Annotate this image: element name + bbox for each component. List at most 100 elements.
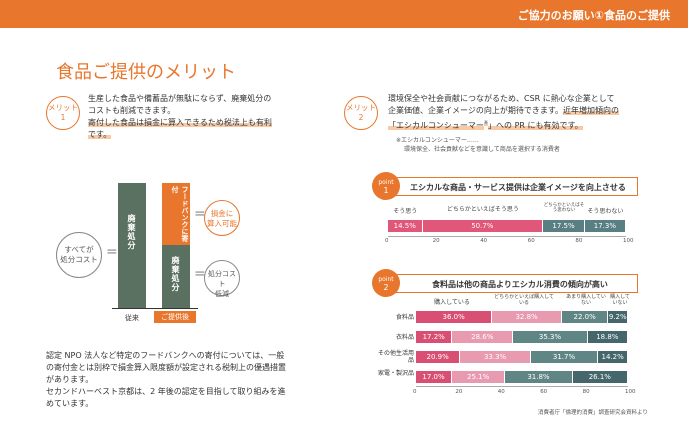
chart2-segment-2-0: 20.9% [416,351,460,363]
merit2-text: 環境保全や社会貢献につながるため、CSR に熱心な企業として 企業価値、企業イメ… [388,93,673,132]
bar-after-donation [162,183,190,245]
merit1-badge-label: メリット [48,103,78,112]
equals-sign-bottom: = [194,266,206,282]
merit2-line2: 企業価値、企業イメージの向上が期待できます。 [388,106,564,115]
chart2-row-label-2: その他生活用品 [377,350,414,364]
tax-benefit-text: 認定 NPO 法人など特定のフードバンクへの寄付については、一般 の寄付金とは別… [46,350,336,410]
chart2-point-number: 2 [383,283,389,292]
merit1-line2: コストも削減できます。 [88,106,176,115]
body-line3: があります。 [46,375,94,384]
merit2-badge-number: 2 [358,113,364,122]
chart2-segment-2-3: 14.2% [598,351,628,363]
chart2-tick-4: 80 [582,389,590,395]
reduced-cost-line2: 低減 [215,290,229,298]
merit2-line3a: 「エシカルコンシューマー [388,120,484,130]
reduced-cost-line1: 処分コスト [208,270,236,288]
chart2-segment-0-1: 32.8% [492,311,561,323]
bar-after-disposal [162,245,190,308]
chart2-segment-1-0: 17.2% [416,331,452,343]
chart2-row-label-3: 家電・製沢品 [377,370,414,377]
chart2-segment-3-2: 31.8% [505,371,572,383]
equals-sign-left: = [106,244,118,260]
chart2-title: 食料品は他の商品よりエシカル消費の傾向が高い [432,280,608,289]
merit2-line1: 環境保全や社会貢献につながるため、CSR に熱心な企業として [388,94,615,103]
chart2-segment-1-3: 18.8% [587,331,627,343]
chart2-segment-2-1: 33.3% [460,351,530,363]
deductible-circle: 損金に 算入可能 [204,200,240,236]
header-title: ご協力のお願い①食品のご提供 [517,9,670,22]
page-title: 食品ご提供のメリット [56,62,236,83]
chart1-tick-2: 40 [480,238,488,244]
chart2-segment-1-1: 28.6% [452,331,513,343]
chart2-segment-2-2: 31.7% [530,351,598,363]
total-cost-circle: すべてが 処分コスト [56,232,102,278]
chart1-title: エシカルな商品・サービス提供は企業イメージを向上させる [410,183,626,192]
bar-before [118,183,146,308]
chart2-segment-0-2: 22.0% [561,311,608,323]
bar-after-donation-text: フードバンクに寄付 [171,186,189,242]
label-before: 従来 [125,314,139,322]
chart2-segment-0-3: 9.2% [608,311,627,323]
merit2-line3b: 」への PR にも有効です。 [488,120,583,130]
chart1-point-tag: point 1 [372,172,400,200]
note-line1: ※エシカルコンシューマー…… [396,137,479,144]
page-header: ご協力のお願い①食品のご提供 [0,0,688,28]
merit2-line3-sup: ※ [483,120,489,126]
chart2-point-tag: point 2 [372,269,400,297]
merit2-badge: メリット 2 [344,96,378,130]
merit1-text: 生産した食品や備蓄品が無駄にならず、廃棄処分の コストも削減できます。 寄付した… [88,93,328,141]
chart2-tick-1: 20 [455,389,463,395]
chart2-legend-3: 購入していない [610,294,630,306]
chart2-legend-1: どちらかといえば購入している [494,294,554,306]
header-bar [0,0,688,28]
chart1-category-label-0: そう思う [393,208,418,215]
chart1-tick-3: 60 [527,238,535,244]
ethical-consumer-note: ※エシカルコンシューマー…… 環境保全、社会貢献などを意識して商品を選択する消費… [396,136,560,154]
equals-sign-top: = [194,206,206,222]
chart1-tick-4: 80 [575,238,583,244]
body-line4: セカンドハーベスト京都は、2 年後の認定を目指して取り組みを進 [46,387,286,396]
chart2-segment-0-0: 36.0% [416,311,492,323]
merit1-badge: メリット 1 [46,96,80,130]
chart2-tick-2: 40 [497,389,505,395]
chart2-segment-3-3: 26.1% [572,371,627,383]
body-line1: 認定 NPO 法人など特定のフードバンクへの寄付については、一般 [46,351,285,360]
merit1-line3: 寄付した食品は損金に算入できるため税法上も有利 [88,118,272,127]
chart1-tick-1: 20 [432,238,440,244]
chart1-segment-3: 17.3% [584,220,625,232]
deductible-line1: 損金に [210,209,234,218]
label-after: ご提供後 [154,311,196,323]
diagram-baseline [112,308,198,309]
chart1-segment-2: 17.5% [543,220,584,232]
chart2-source: 消費者庁「倫理的消費」調査研究会資料より [538,410,648,416]
note-line2: 環境保全、社会貢献などを意識して商品を選択する消費者 [404,146,560,153]
chart2-tick-0: 0 [413,389,417,395]
body-line2: の寄付金とは別枠で損金算入限度額が設定される税制上の優遇措置 [46,363,286,372]
merit2-line2-highlight: 近年増加傾向の [563,106,620,115]
chart2-row-label-0: 食料品 [395,314,414,321]
chart2-segment-3-1: 25.1% [452,371,505,383]
bar-before-text: 廃棄処分 [127,214,136,250]
chart1-point-number: 1 [383,186,389,195]
merit1-badge-number: 1 [60,113,66,122]
chart2-legend-2: あまり購入していない [566,294,606,306]
chart2-row-label-1: 衣料品 [395,334,414,341]
total-cost-line2: 処分コスト [60,255,98,264]
chart1-tick-5: 100 [623,238,634,244]
merit1-line1: 生産した食品や備蓄品が無駄にならず、廃棄処分の [88,94,272,103]
chart1-category-label-2: どちらかといえばそう思わない [543,203,585,213]
chart1-category-label-3: そう思わない [587,208,624,215]
chart2-segment-3-0: 17.0% [416,371,452,383]
body-line5: めています。 [46,399,94,408]
chart1-category-label-1: どちらかといえばそう思う [446,206,519,213]
chart2-legend-0: 購入している [434,299,470,306]
chart1-segment-0: 14.5% [388,220,422,232]
chart2-axis-line [416,386,628,387]
merit1-line4: です。 [88,130,112,139]
bar-after-disposal-text: 廃棄処分 [171,256,180,292]
merit2-badge-label: メリット [346,103,376,112]
chart2-tick-5: 100 [625,389,636,395]
chart1-axis-line [388,236,626,237]
chart1-point-label: point [378,179,394,186]
deductible-line2: 算入可能 [207,219,237,228]
